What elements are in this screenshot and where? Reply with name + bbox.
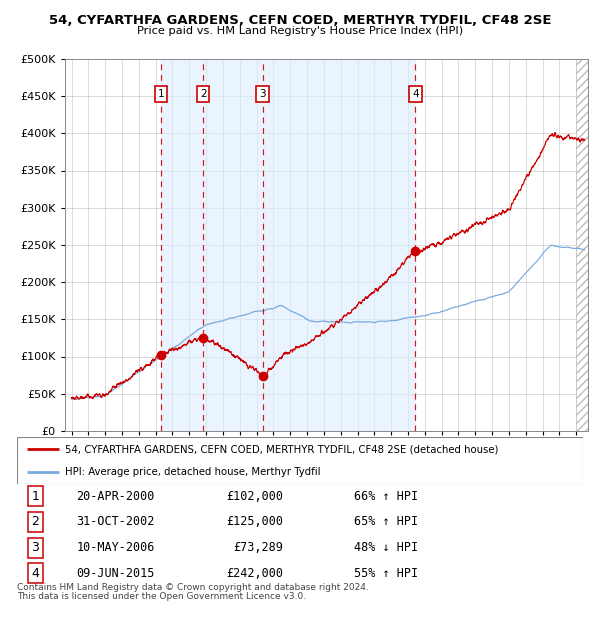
Text: 65% ↑ HPI: 65% ↑ HPI [354, 515, 418, 528]
Text: This data is licensed under the Open Government Licence v3.0.: This data is licensed under the Open Gov… [17, 592, 306, 601]
Text: £125,000: £125,000 [226, 515, 283, 528]
Text: 4: 4 [412, 89, 419, 99]
Bar [161, 59, 415, 431]
Text: 4: 4 [32, 567, 40, 580]
Text: 10-MAY-2006: 10-MAY-2006 [76, 541, 155, 554]
FancyBboxPatch shape [17, 437, 583, 484]
Text: 48% ↓ HPI: 48% ↓ HPI [354, 541, 418, 554]
Text: 54, CYFARTHFA GARDENS, CEFN COED, MERTHYR TYDFIL, CF48 2SE: 54, CYFARTHFA GARDENS, CEFN COED, MERTHY… [49, 14, 551, 27]
Text: 66% ↑ HPI: 66% ↑ HPI [354, 490, 418, 503]
Text: £73,289: £73,289 [233, 541, 283, 554]
Text: 1: 1 [158, 89, 164, 99]
Text: 54, CYFARTHFA GARDENS, CEFN COED, MERTHYR TYDFIL, CF48 2SE (detached house): 54, CYFARTHFA GARDENS, CEFN COED, MERTHY… [65, 444, 499, 454]
Text: £102,000: £102,000 [226, 490, 283, 503]
Text: HPI: Average price, detached house, Merthyr Tydfil: HPI: Average price, detached house, Mert… [65, 467, 320, 477]
Text: 20-APR-2000: 20-APR-2000 [76, 490, 155, 503]
Text: £242,000: £242,000 [226, 567, 283, 580]
Text: Price paid vs. HM Land Registry's House Price Index (HPI): Price paid vs. HM Land Registry's House … [137, 26, 463, 36]
Text: 3: 3 [32, 541, 40, 554]
Text: Contains HM Land Registry data © Crown copyright and database right 2024.: Contains HM Land Registry data © Crown c… [17, 583, 368, 592]
Bar [576, 59, 588, 431]
Text: 2: 2 [32, 515, 40, 528]
Text: 31-OCT-2002: 31-OCT-2002 [76, 515, 155, 528]
Text: 3: 3 [259, 89, 266, 99]
Text: 1: 1 [32, 490, 40, 503]
Text: 09-JUN-2015: 09-JUN-2015 [76, 567, 155, 580]
Text: 55% ↑ HPI: 55% ↑ HPI [354, 567, 418, 580]
Text: 2: 2 [200, 89, 206, 99]
